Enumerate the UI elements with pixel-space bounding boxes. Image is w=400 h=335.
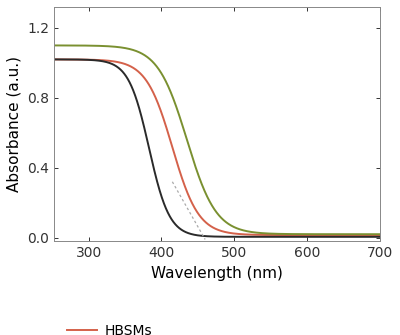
- X-axis label: Wavelength (nm): Wavelength (nm): [151, 266, 283, 281]
- Legend: HBSMs, BiOBr-GC, BiOBr-IP: HBSMs, BiOBr-GC, BiOBr-IP: [61, 319, 175, 335]
- Y-axis label: Absorbance (a.u.): Absorbance (a.u.): [7, 56, 22, 192]
